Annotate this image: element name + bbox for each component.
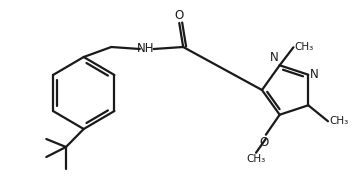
Text: CH₃: CH₃ [294,42,314,52]
Text: N: N [270,51,279,64]
Text: O: O [259,136,269,149]
Text: NH: NH [137,42,155,55]
Text: N: N [310,68,319,81]
Text: CH₃: CH₃ [246,154,266,164]
Text: CH₃: CH₃ [329,116,348,126]
Text: O: O [175,9,184,22]
